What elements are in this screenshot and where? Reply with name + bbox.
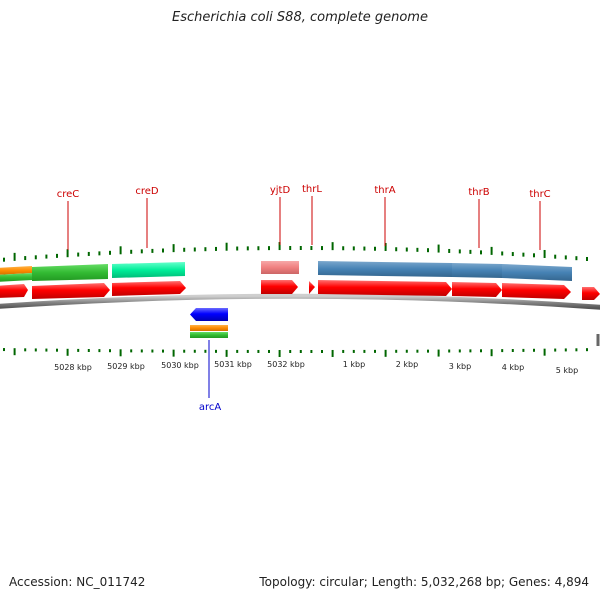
gene-label-cred[interactable]: creD	[135, 186, 159, 197]
scale-label: 1 kbp	[343, 360, 365, 369]
gene-label-arca[interactable]: arcA	[199, 402, 222, 413]
gene-arrow-thrb	[452, 282, 502, 297]
forward-label-leaders	[67, 196, 541, 250]
gene-arrow-left	[0, 284, 28, 298]
blue-feature-thra	[318, 261, 452, 277]
scale-label: 5030 kbp	[161, 361, 199, 370]
genome-title: Escherichia coli S88, complete genome	[172, 10, 428, 25]
inner-tick-row	[3, 348, 588, 357]
scale-label: 5028 kbp	[54, 363, 92, 372]
gene-arrow-yjtd	[261, 280, 298, 294]
orange-feature-arca	[190, 325, 228, 331]
gene-label-thrb[interactable]: thrB	[468, 187, 489, 198]
genome-backbone	[0, 293, 600, 310]
forward-gene-labels: creC creD yjtD thrL thrA thrB thrC	[57, 184, 551, 200]
feature-track-upper	[0, 261, 572, 282]
gene-arrow-right	[582, 287, 600, 300]
genome-summary-text: Topology: circular; Length: 5,032,268 bp…	[259, 575, 589, 589]
green-feature-crec	[32, 264, 108, 281]
gene-label-thrc[interactable]: thrC	[529, 189, 550, 200]
reverse-gene-track	[190, 308, 228, 338]
outer-tick-row	[3, 242, 588, 262]
scale-label: 5029 kbp	[107, 362, 145, 371]
gene-label-thra[interactable]: thrA	[374, 185, 395, 196]
scale-label: 2 kbp	[396, 360, 418, 369]
orange-feature-left	[0, 266, 32, 275]
gene-label-crec[interactable]: creC	[57, 189, 80, 200]
scale-label: 5032 kbp	[267, 360, 305, 369]
aqua-feature-cred	[112, 262, 185, 278]
gene-arrow-cred	[112, 281, 186, 296]
gene-label-yjtd[interactable]: yjtD	[270, 185, 291, 196]
gene-arrow-thrc	[502, 283, 571, 299]
gene-arrow-crec	[32, 283, 110, 299]
scale-label: 5 kbp	[556, 366, 578, 375]
accession-text: Accession: NC_011742	[9, 575, 146, 589]
blue-feature-thrb	[452, 263, 502, 278]
scale-label: 4 kbp	[502, 363, 524, 372]
gene-arrow-arca	[190, 308, 228, 321]
forward-gene-track	[0, 280, 600, 300]
gene-label-thrl[interactable]: thrL	[302, 184, 322, 195]
blue-feature-thrc	[502, 264, 572, 281]
green-feature-left	[0, 273, 32, 282]
green-feature-arca	[190, 332, 228, 338]
scale-labels: 5028 kbp 5029 kbp 5030 kbp 5031 kbp 5032…	[54, 360, 578, 375]
gene-arrow-thra	[318, 280, 452, 296]
scale-label: 5031 kbp	[214, 360, 252, 369]
scale-label: 3 kbp	[449, 362, 471, 371]
pink-feature-yjtd	[261, 261, 299, 274]
gene-arrow-thrl	[309, 281, 315, 294]
